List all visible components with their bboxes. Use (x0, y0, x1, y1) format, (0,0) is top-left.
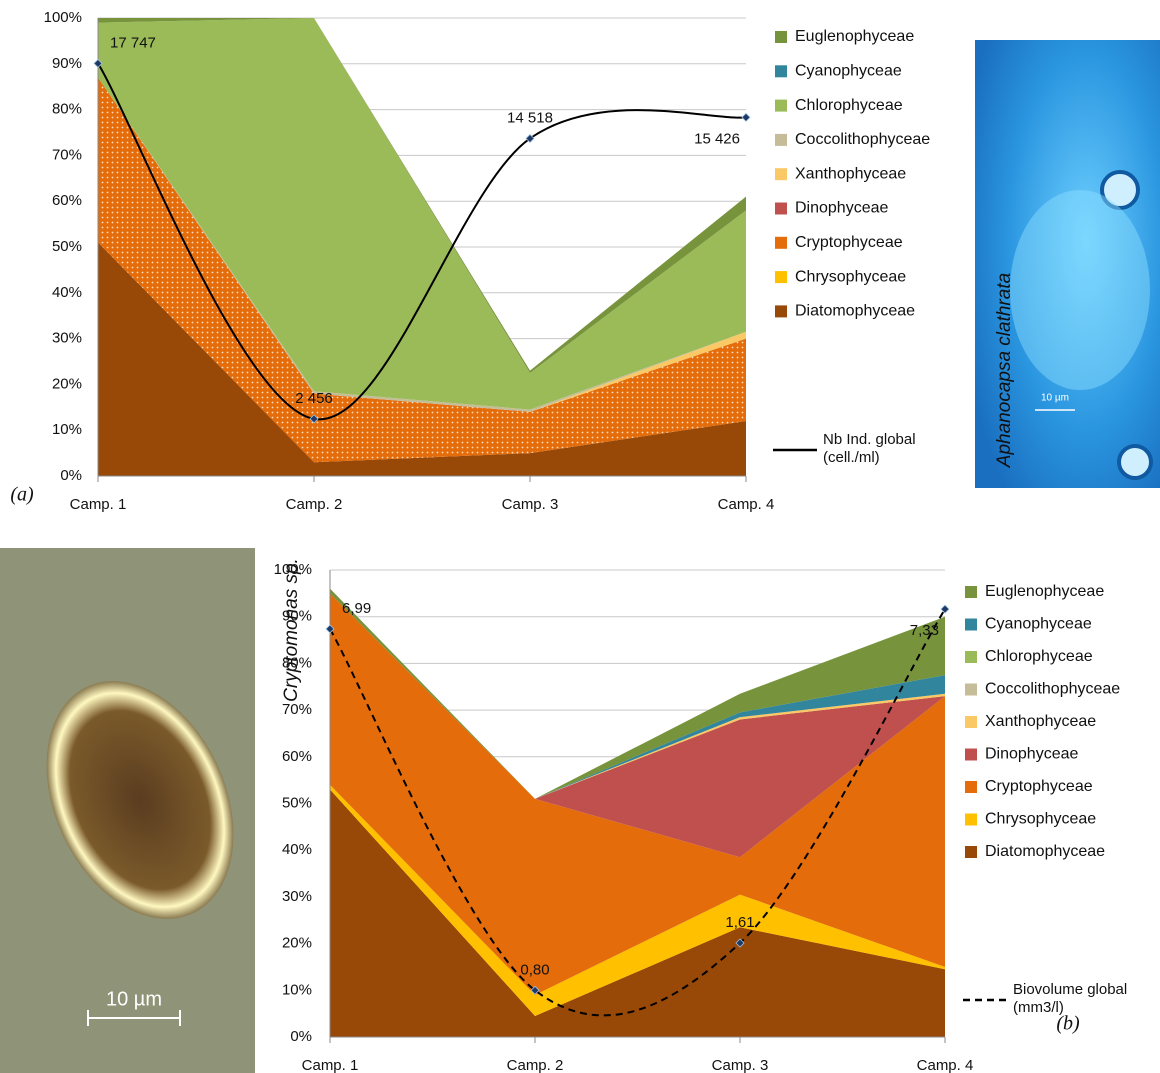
legend-label: Cryptophyceae (985, 778, 1093, 795)
legend-swatch (775, 305, 787, 317)
y-tick-label: 0% (60, 467, 82, 484)
y-tick-label: 80% (282, 654, 312, 671)
legend-label: Dinophyceae (985, 746, 1079, 763)
y-tick-label: 90% (52, 55, 82, 72)
legend-swatch (775, 134, 787, 146)
legend-label: Chrysophyceae (985, 811, 1096, 828)
legend-label: Diatomophyceae (795, 303, 915, 320)
x-tick-label: Camp. 4 (718, 496, 775, 513)
y-tick-label: 50% (52, 238, 82, 255)
y-tick-label: 60% (52, 192, 82, 209)
legend-unit: (mm3/l) (1013, 999, 1064, 1016)
y-tick-label: 20% (282, 935, 312, 952)
legend-label: Chlorophyceae (795, 97, 903, 114)
panel-label: (a) (10, 484, 34, 506)
legend-label: Chlorophyceae (985, 648, 1093, 665)
y-tick-label: 30% (52, 330, 82, 347)
y-tick-label: 20% (52, 375, 82, 392)
data-label: 14 518 (507, 109, 553, 126)
point (742, 113, 750, 121)
legend-label: Cyanophyceae (795, 63, 902, 80)
legend-swatch (775, 31, 787, 43)
scale-bar: 10 µm (106, 988, 162, 1010)
legend-swatch (965, 846, 977, 858)
legend-label: Cyanophyceae (985, 616, 1092, 633)
data-label: 7,33 (910, 622, 939, 639)
x-tick-label: Camp. 3 (502, 496, 559, 513)
x-tick-label: Camp. 3 (712, 1057, 769, 1073)
x-tick-label: Camp. 1 (302, 1057, 359, 1073)
legend-swatch (965, 586, 977, 598)
x-tick-label: Camp. 2 (507, 1057, 564, 1073)
y-tick-label: 60% (282, 748, 312, 765)
y-tick-label: 40% (282, 841, 312, 858)
legend-label: Nb Ind. global (823, 431, 916, 448)
legend-swatch (965, 814, 977, 826)
image-caption: Aphanocapsa clathrata (994, 273, 1015, 468)
x-tick-label: Camp. 1 (70, 496, 127, 513)
y-tick-label: 40% (52, 284, 82, 301)
figure: Aphanocapsa clathrata 10 µm (a) 10 µm Cr… (0, 0, 1160, 1073)
x-tick-label: Camp. 4 (917, 1057, 974, 1073)
legend-swatch (965, 749, 977, 761)
legend-label: Xanthophyceae (985, 713, 1096, 730)
y-tick-label: 70% (282, 701, 312, 718)
legend-label: Dinophyceae (795, 200, 889, 217)
y-tick-label: 70% (52, 146, 82, 163)
legend-label: Euglenophyceae (985, 583, 1104, 600)
x-tick-label: Camp. 2 (286, 496, 343, 513)
data-label: 6,99 (342, 600, 371, 617)
legend-swatch (775, 237, 787, 249)
scale-bar: 10 µm (1041, 393, 1069, 404)
legend-swatch (775, 65, 787, 77)
data-label: 2 456 (295, 390, 333, 407)
y-tick-label: 10% (52, 421, 82, 438)
legend-label: Euglenophyceae (795, 28, 914, 45)
y-tick-label: 50% (282, 794, 312, 811)
legend-label: Diatomophyceae (985, 843, 1105, 860)
data-label: 1,61 (725, 914, 754, 931)
legend-label: Coccolithophyceae (985, 681, 1120, 698)
legend-swatch (775, 203, 787, 215)
legend-label: Chrysophyceae (795, 268, 906, 285)
legend-swatch (965, 684, 977, 696)
data-label: 15 426 (694, 130, 740, 147)
legend-unit: (cell./ml) (823, 449, 880, 466)
y-tick-label: 80% (52, 101, 82, 118)
legend: Euglenophyceae Cyanophyceae Chlorophyceae C… (775, 28, 930, 319)
legend-swatch (775, 168, 787, 180)
legend-label: Xanthophyceae (795, 165, 906, 182)
legend-label: Cryptophyceae (795, 234, 903, 251)
legend-swatch (965, 619, 977, 631)
legend-swatch (775, 271, 787, 283)
y-tick-label: 10% (282, 981, 312, 998)
y-tick-label: 100% (44, 9, 82, 26)
y-tick-label: 30% (282, 888, 312, 905)
y-tick-label: 100% (274, 561, 312, 578)
y-tick-label: 0% (290, 1028, 312, 1045)
data-label: 17 747 (110, 34, 156, 51)
legend: Euglenophyceae Cyanophyceae Chlorophyceae C… (965, 583, 1120, 860)
legend-swatch (965, 651, 977, 663)
y-tick-label: 90% (282, 608, 312, 625)
legend-swatch (775, 100, 787, 112)
image-caption: Cryptomonas sp. (281, 558, 302, 702)
legend-swatch (965, 716, 977, 728)
legend-label: Coccolithophyceae (795, 131, 930, 148)
legend-label: Biovolume global (1013, 981, 1127, 998)
data-label: 0,80 (520, 961, 549, 978)
legend-swatch (965, 781, 977, 793)
